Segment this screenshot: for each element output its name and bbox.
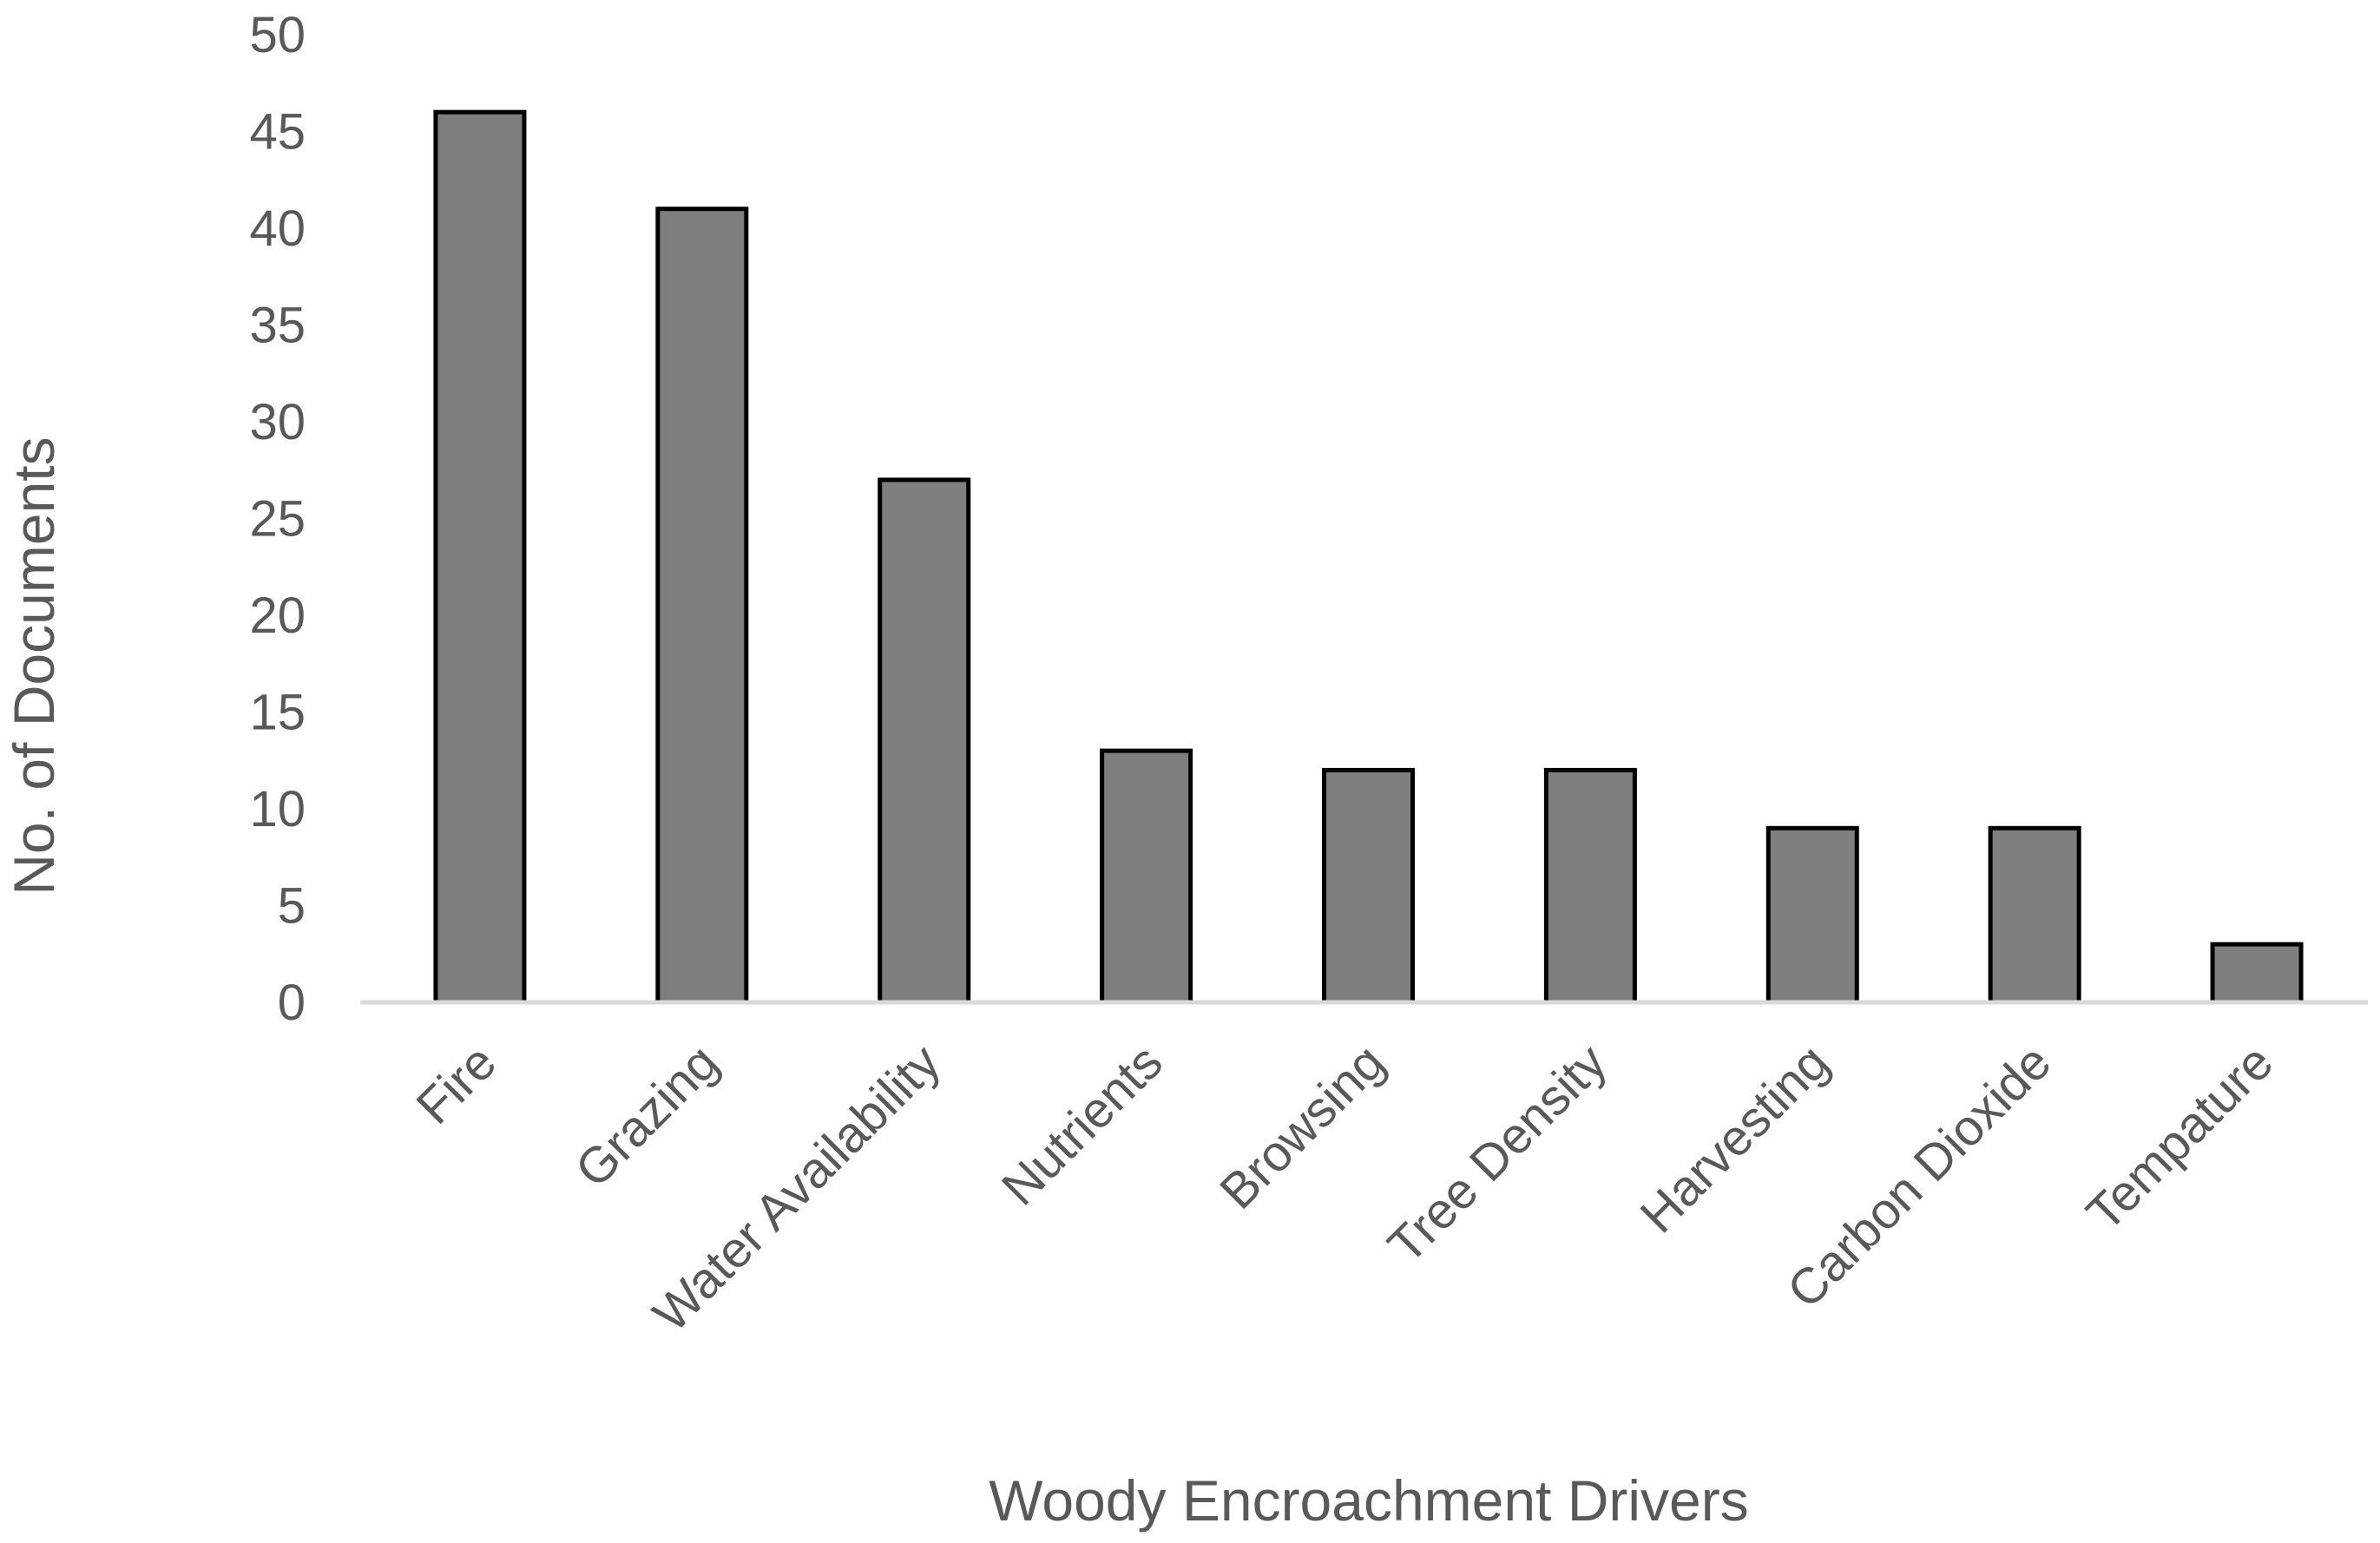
y-axis-tick-labels: 0 5 10 15 20 25 30 35 40 45 50 xyxy=(249,7,306,1031)
y-tick-label: 45 xyxy=(249,104,306,161)
x-category-label: Browsing xyxy=(1209,1034,1396,1220)
y-tick-label: 5 xyxy=(278,878,306,935)
y-tick-label: 0 xyxy=(278,975,306,1031)
x-category-label: Fire xyxy=(406,1034,508,1135)
x-category-label: Harvesting xyxy=(1629,1034,1839,1244)
x-category-label: Tree Density xyxy=(1377,1034,1618,1274)
y-tick-label: 10 xyxy=(249,781,306,837)
bars xyxy=(433,109,2304,1005)
y-tick-label: 15 xyxy=(249,685,306,741)
x-category-label: Grazing xyxy=(564,1034,729,1198)
x-category-label: Nutrients xyxy=(991,1034,1174,1216)
bar xyxy=(2210,942,2304,1005)
bar xyxy=(433,109,527,1005)
bar xyxy=(878,477,971,1005)
bar xyxy=(1765,825,1859,1005)
bar xyxy=(1100,748,1193,1005)
y-tick-label: 50 xyxy=(249,7,306,63)
y-tick-label: 20 xyxy=(249,588,306,644)
y-tick-label: 35 xyxy=(249,298,306,354)
y-tick-label: 30 xyxy=(249,394,306,450)
bar xyxy=(1988,825,2081,1005)
bar xyxy=(655,207,749,1005)
y-tick-label: 40 xyxy=(249,200,306,257)
y-axis-title: No. of Documents xyxy=(2,437,66,895)
x-category-label: Tempature xyxy=(2076,1034,2285,1242)
y-tick-label: 25 xyxy=(249,491,306,548)
bar xyxy=(1322,767,1415,1005)
bar xyxy=(1543,767,1637,1005)
x-axis-title: Woody Encroachment Drivers xyxy=(989,1468,1748,1533)
